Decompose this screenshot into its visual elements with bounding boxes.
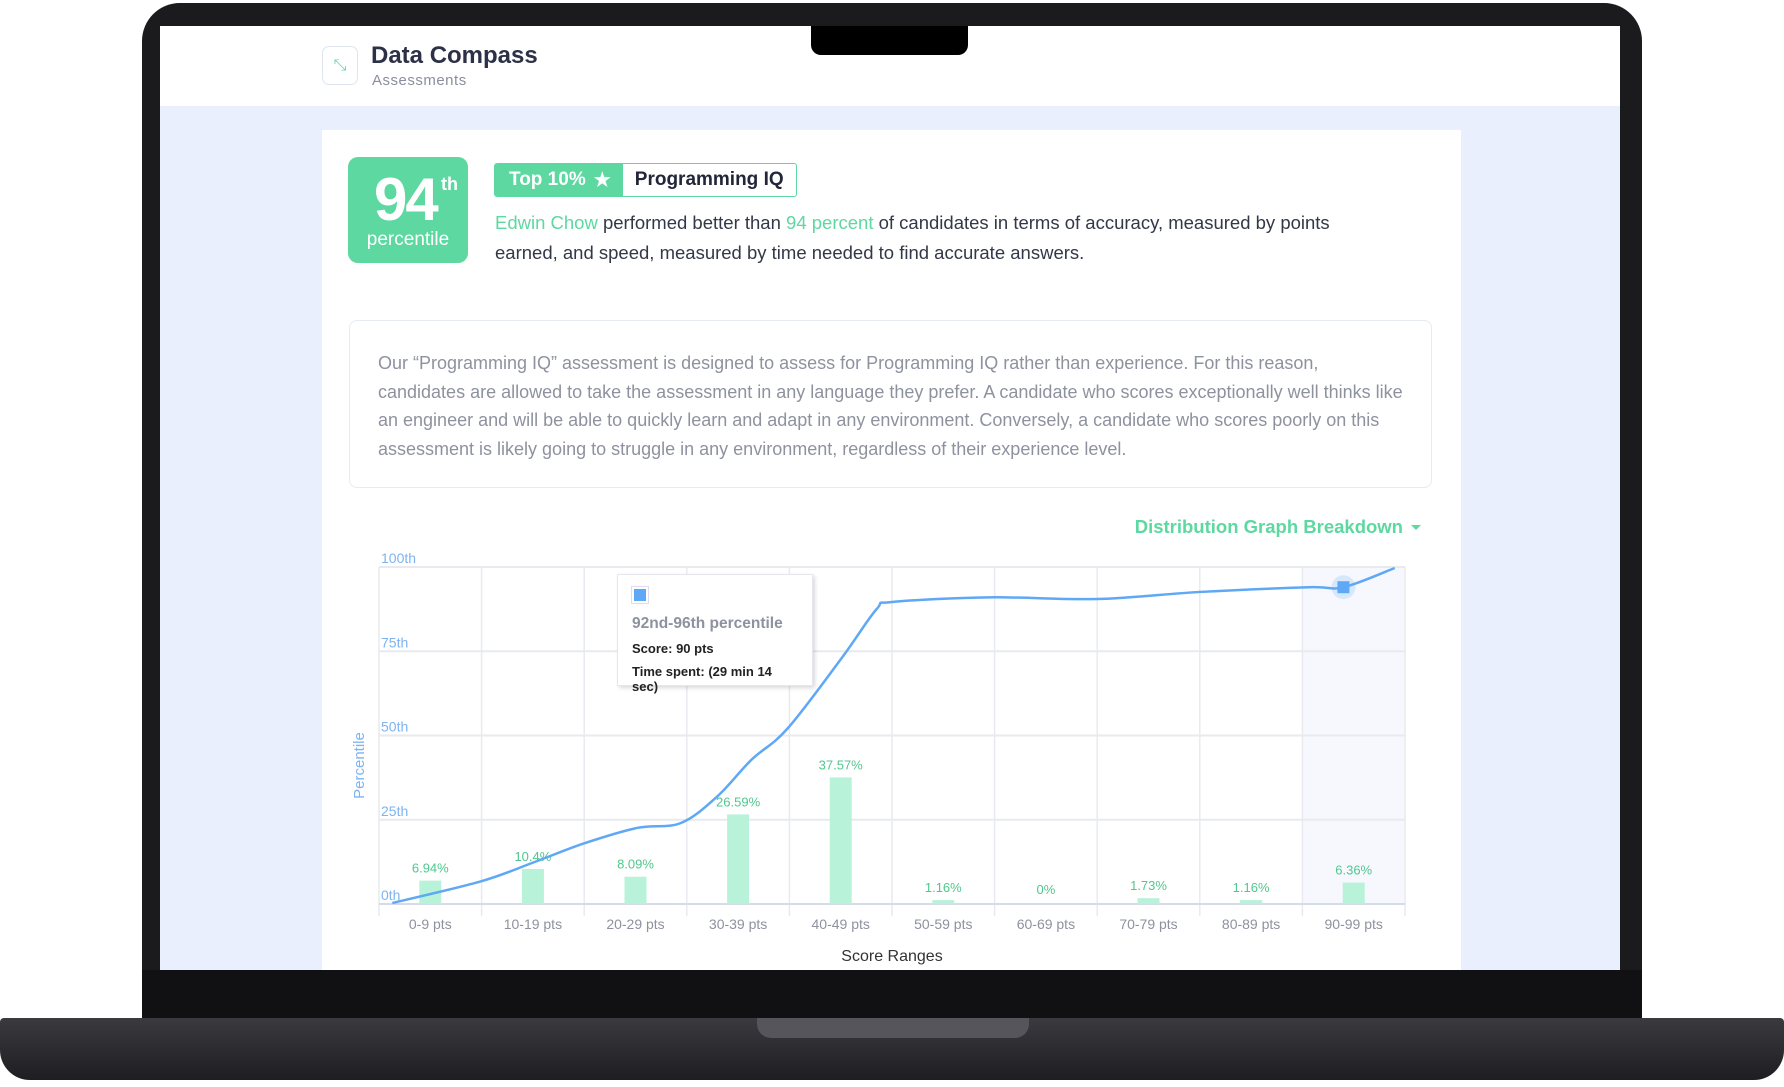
screen: ⤡ Data Compass Assessments 94 th percent… xyxy=(160,26,1620,970)
x-tick-label: 70-79 pts xyxy=(1119,916,1177,932)
assessment-tag: Top 10% ★ Programming IQ xyxy=(494,163,797,197)
bar-value-label: 37.57% xyxy=(819,757,864,772)
y-tick-label: 0th xyxy=(381,887,400,903)
app-subtitle: Assessments xyxy=(372,72,467,89)
bar-value-label: 0% xyxy=(1037,882,1056,897)
tooltip-title: 92nd-96th percentile xyxy=(632,615,783,632)
tooltip-score: Score: 90 pts xyxy=(632,641,714,656)
bar xyxy=(829,777,852,904)
percentile-label: percentile xyxy=(366,229,450,250)
x-tick-label: 80-89 pts xyxy=(1222,916,1280,932)
x-tick-label: 10-19 pts xyxy=(504,916,562,932)
percentile-line xyxy=(392,566,1396,905)
bar-value-label: 6.94% xyxy=(412,861,449,876)
result-card: 94 th percentile Top 10% ★ Programming I… xyxy=(322,130,1461,970)
y-tick-label: 75th xyxy=(381,634,408,650)
distribution-graph-dropdown[interactable]: Distribution Graph Breakdown xyxy=(1135,516,1421,538)
percentile-number: 94 xyxy=(374,166,439,233)
caret-down-icon xyxy=(1411,524,1421,530)
app-header: ⤡ Data Compass Assessments xyxy=(160,26,1620,106)
x-tick-label: 50-59 pts xyxy=(914,916,972,932)
x-tick-label: 0-9 pts xyxy=(409,916,452,932)
bar-value-label: 1.16% xyxy=(925,880,962,895)
percentile-suffix: th xyxy=(441,174,458,194)
bar xyxy=(932,900,955,904)
camera-notch xyxy=(811,26,968,55)
bar-value-label: 8.09% xyxy=(617,857,654,872)
bar-value-label: 1.73% xyxy=(1130,878,1167,893)
laptop-chin xyxy=(142,970,1642,1018)
y-tick-label: 25th xyxy=(381,803,408,819)
bar-value-label: 1.16% xyxy=(1233,880,1270,895)
bar xyxy=(419,880,442,904)
bar xyxy=(727,814,750,904)
bar xyxy=(521,868,544,904)
x-axis-title: Score Ranges xyxy=(841,948,942,965)
x-tick-label: 90-99 pts xyxy=(1325,916,1383,932)
y-tick-label: 50th xyxy=(381,719,408,735)
bar xyxy=(1137,898,1160,904)
compass-arrows-icon[interactable]: ⤡ xyxy=(322,46,358,85)
bar xyxy=(624,876,647,904)
summary-text: of candidates in terms of accuracy, meas… xyxy=(495,212,1330,263)
summary-text: performed better than xyxy=(597,212,787,233)
top-percent-tag: Top 10% ★ xyxy=(495,164,623,196)
bar xyxy=(1342,882,1365,904)
summary-highlight: 94 percent xyxy=(786,212,874,233)
bar xyxy=(1240,900,1263,904)
x-tick-label: 40-49 pts xyxy=(812,916,870,932)
percentile-badge: 94 th percentile xyxy=(348,157,468,263)
star-icon: ★ xyxy=(593,169,611,191)
series-swatch-icon xyxy=(632,587,648,603)
laptop-base-notch xyxy=(757,1018,1029,1038)
dropdown-label: Distribution Graph Breakdown xyxy=(1134,516,1403,537)
bar-value-label: 6.36% xyxy=(1335,863,1372,878)
x-tick-label: 60-69 pts xyxy=(1017,916,1075,932)
x-tick-label: 30-39 pts xyxy=(709,916,767,932)
top-percent-label: Top 10% xyxy=(509,169,586,190)
y-axis-title: Percentile xyxy=(351,732,368,799)
bar-value-label: 26.59% xyxy=(716,794,761,809)
assessment-name: Programming IQ xyxy=(634,169,784,190)
tooltip-time: Time spent: (29 min 14 sec) xyxy=(632,664,772,694)
result-summary: Edwin Chow performed better than 94 perc… xyxy=(495,208,1395,268)
y-tick-label: 100th xyxy=(381,550,416,566)
candidate-name: Edwin Chow xyxy=(495,212,598,233)
x-tick-label: 20-29 pts xyxy=(606,916,664,932)
assessment-description: Our “Programming IQ” assessment is desig… xyxy=(349,320,1432,488)
current-candidate-marker xyxy=(1337,581,1350,594)
chart-tooltip: 92nd-96th percentile Score: 90 pts Time … xyxy=(617,574,813,694)
app-title: Data Compass xyxy=(371,42,538,69)
